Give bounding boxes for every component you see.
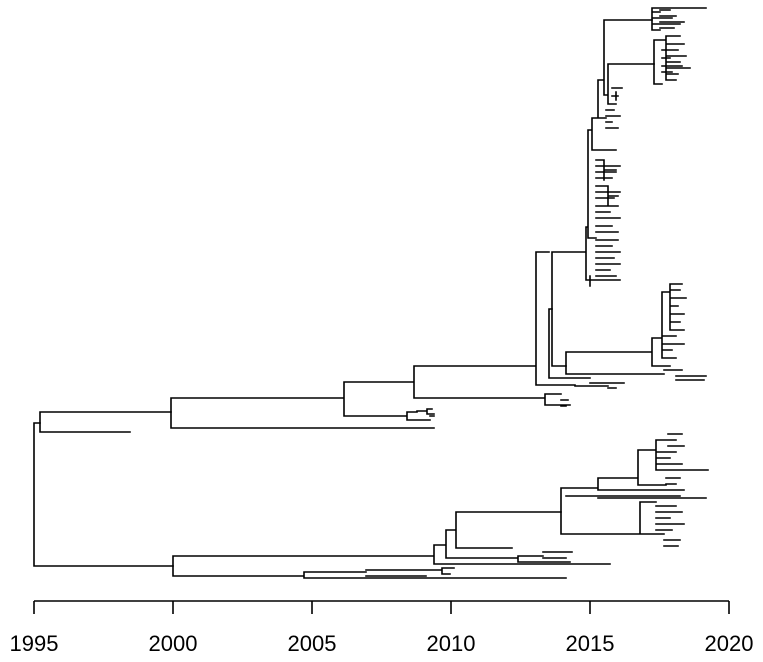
tick-label-2010: 2010 (427, 631, 476, 656)
tick-label-2000: 2000 (149, 631, 198, 656)
tree-clade-2015 (551, 19, 655, 367)
tick-label-2005: 2005 (288, 631, 337, 656)
tree-subclade-top (651, 7, 707, 85)
tick-label-2020: 2020 (705, 631, 754, 656)
tree-root-split (33, 422, 174, 567)
tick-label-1995: 1995 (10, 631, 59, 656)
tree-upper-backbone (170, 251, 625, 429)
tree-basal-lineage (39, 411, 172, 433)
tick-label-2015: 2015 (566, 631, 615, 656)
tree-lower-backbone (172, 511, 611, 579)
tree-subclade-lower (560, 433, 709, 547)
time-axis (33, 600, 730, 614)
tree-subclade-mid (565, 283, 707, 381)
phylogenetic-tree (33, 7, 709, 579)
time-axis-labels: 1995 2000 2005 2010 2015 2020 (10, 631, 754, 656)
